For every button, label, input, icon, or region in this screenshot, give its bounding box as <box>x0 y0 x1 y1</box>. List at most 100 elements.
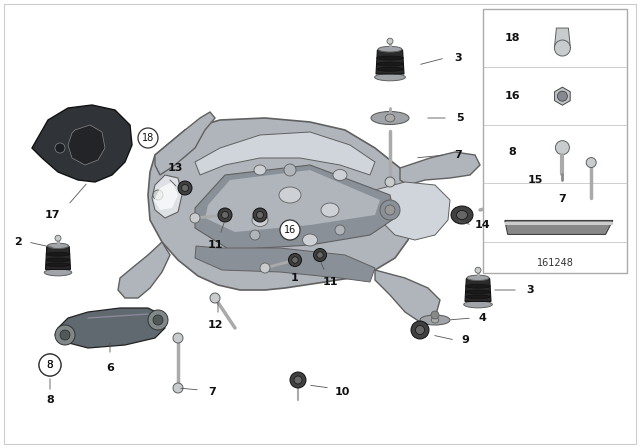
Circle shape <box>190 213 200 223</box>
Ellipse shape <box>317 252 323 258</box>
Ellipse shape <box>557 91 568 101</box>
Ellipse shape <box>466 295 490 299</box>
Polygon shape <box>195 246 375 282</box>
Polygon shape <box>195 132 375 175</box>
Ellipse shape <box>321 203 339 217</box>
Ellipse shape <box>411 321 429 339</box>
Polygon shape <box>68 125 105 165</box>
Text: 8: 8 <box>508 146 516 157</box>
Text: 16: 16 <box>504 91 520 101</box>
Circle shape <box>55 325 75 345</box>
Polygon shape <box>505 220 613 234</box>
Circle shape <box>475 267 481 273</box>
Ellipse shape <box>431 317 439 323</box>
Ellipse shape <box>378 47 402 52</box>
Text: 12: 12 <box>207 320 223 330</box>
Text: 1: 1 <box>291 273 299 283</box>
Ellipse shape <box>456 211 467 220</box>
Ellipse shape <box>44 269 72 276</box>
Circle shape <box>387 38 393 44</box>
Ellipse shape <box>377 56 403 60</box>
Polygon shape <box>400 152 480 185</box>
Polygon shape <box>32 105 132 182</box>
Circle shape <box>173 383 183 393</box>
Polygon shape <box>205 170 380 232</box>
Ellipse shape <box>253 208 267 222</box>
Circle shape <box>39 354 61 376</box>
Text: 18: 18 <box>142 133 154 143</box>
Ellipse shape <box>252 214 268 227</box>
Text: 9: 9 <box>461 335 469 345</box>
Text: 3: 3 <box>526 285 534 295</box>
Polygon shape <box>195 165 395 250</box>
Polygon shape <box>465 279 491 302</box>
Polygon shape <box>505 222 613 225</box>
Polygon shape <box>45 246 70 269</box>
Text: 11: 11 <box>323 277 338 287</box>
Circle shape <box>554 40 570 56</box>
Ellipse shape <box>46 258 70 262</box>
Text: 17: 17 <box>44 210 60 220</box>
Ellipse shape <box>47 243 68 249</box>
Ellipse shape <box>290 372 306 388</box>
Ellipse shape <box>420 315 450 325</box>
Ellipse shape <box>289 254 301 267</box>
Text: 161248: 161248 <box>537 258 573 268</box>
Circle shape <box>586 158 596 168</box>
Ellipse shape <box>467 275 489 280</box>
Text: 15: 15 <box>527 175 543 185</box>
Text: 11: 11 <box>207 240 223 250</box>
Ellipse shape <box>466 290 490 294</box>
Circle shape <box>280 220 300 240</box>
Ellipse shape <box>466 284 490 288</box>
Ellipse shape <box>46 252 70 256</box>
Text: 7: 7 <box>208 387 216 397</box>
Polygon shape <box>375 182 450 240</box>
Ellipse shape <box>221 211 228 219</box>
Text: 2: 2 <box>14 237 22 247</box>
Text: 6: 6 <box>106 363 114 373</box>
Ellipse shape <box>257 211 264 219</box>
Polygon shape <box>55 308 165 348</box>
Circle shape <box>556 141 570 155</box>
Circle shape <box>60 330 70 340</box>
Ellipse shape <box>451 206 473 224</box>
Ellipse shape <box>182 185 189 191</box>
Circle shape <box>148 310 168 330</box>
Circle shape <box>505 197 515 207</box>
Ellipse shape <box>178 181 192 195</box>
Ellipse shape <box>371 112 409 125</box>
Text: 4: 4 <box>478 313 486 323</box>
Ellipse shape <box>415 326 424 335</box>
Polygon shape <box>555 87 570 105</box>
Ellipse shape <box>279 187 301 203</box>
Text: 8: 8 <box>46 395 54 405</box>
Ellipse shape <box>314 249 326 262</box>
Circle shape <box>55 143 65 153</box>
Ellipse shape <box>46 263 70 267</box>
Text: 14: 14 <box>474 220 490 230</box>
Ellipse shape <box>254 165 266 175</box>
Polygon shape <box>554 28 570 48</box>
Circle shape <box>284 164 296 176</box>
Ellipse shape <box>303 234 317 246</box>
Circle shape <box>39 354 61 376</box>
Circle shape <box>380 200 400 220</box>
Ellipse shape <box>333 169 347 181</box>
Text: 18: 18 <box>504 33 520 43</box>
Circle shape <box>385 205 395 215</box>
Ellipse shape <box>292 257 298 263</box>
Circle shape <box>250 230 260 240</box>
Circle shape <box>138 128 158 148</box>
Polygon shape <box>376 50 404 74</box>
Ellipse shape <box>385 114 395 122</box>
Circle shape <box>153 315 163 325</box>
Ellipse shape <box>294 376 302 384</box>
Text: 8: 8 <box>47 360 53 370</box>
Text: 7: 7 <box>454 150 462 160</box>
Polygon shape <box>155 112 215 175</box>
Circle shape <box>210 293 220 303</box>
Circle shape <box>260 263 270 273</box>
Polygon shape <box>152 175 182 218</box>
Ellipse shape <box>374 73 405 81</box>
